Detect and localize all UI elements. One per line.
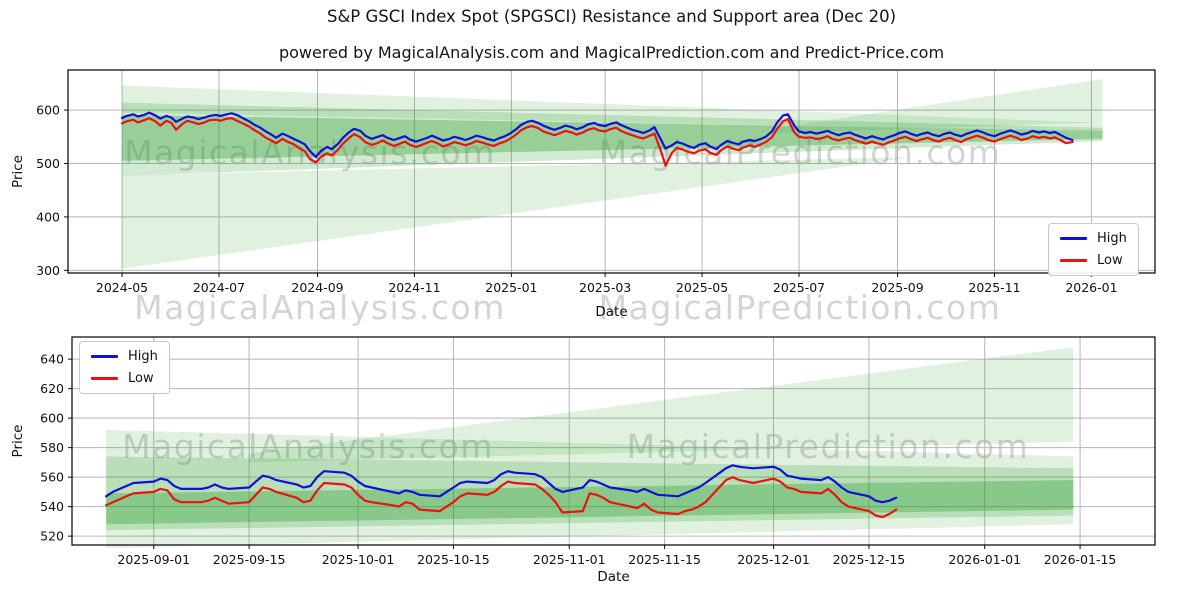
- x-tick-label: 2025-01: [485, 280, 537, 295]
- x-tick-label: 2025-11: [968, 280, 1020, 295]
- low-line-swatch: [91, 377, 118, 380]
- legend-item-low: Low: [1060, 254, 1127, 267]
- support-resistance-band: [122, 85, 1103, 132]
- plot-border: [67, 69, 1156, 274]
- x-tick-label: 2024-09: [291, 280, 343, 295]
- y-tick-label: 580: [40, 440, 64, 455]
- low-line-swatch: [1060, 259, 1087, 262]
- watermark-text: MagicalAnalysis.com: [134, 288, 506, 327]
- y-tick-label: 620: [40, 381, 64, 396]
- y-tick-label: 640: [40, 352, 64, 367]
- series-high-line: [104, 464, 898, 504]
- legend-overview: High Low: [1048, 223, 1139, 276]
- y-tick-label: 400: [36, 209, 60, 224]
- legend-item-high: High: [91, 350, 158, 363]
- x-tick-label: 2024-07: [193, 280, 245, 295]
- x-tick-label: 2025-09-01: [117, 552, 190, 567]
- chart-title: S&P GSCI Index Spot (SPGSCI) Resistance …: [326, 7, 897, 26]
- support-resistance-band: [106, 429, 1074, 548]
- plot-border: [71, 336, 1156, 546]
- y-tick-label: 540: [40, 499, 64, 514]
- legend-label-high: High: [128, 349, 158, 364]
- x-tick-label: 2025-10-15: [417, 552, 490, 567]
- series-low-line: [120, 116, 1074, 167]
- watermark-text: MagicalPrediction.com: [626, 427, 1030, 466]
- legend-detail: High Low: [79, 341, 170, 394]
- y-axis-label: Price: [10, 155, 26, 188]
- x-axis-label: Date: [595, 304, 627, 320]
- legend-item-high: High: [1060, 232, 1127, 245]
- support-resistance-band: [773, 79, 1103, 133]
- chart-subtitle: powered by MagicalAnalysis.com and Magic…: [278, 43, 945, 62]
- y-tick-label: 600: [40, 411, 64, 426]
- x-tick-label: 2025-12-01: [737, 552, 810, 567]
- watermark-text: MagicalPrediction.com: [598, 288, 1002, 327]
- x-tick-label: 2025-09-15: [213, 552, 286, 567]
- x-tick-label: 2025-10-01: [322, 552, 395, 567]
- y-axis-label: Price: [10, 425, 26, 458]
- x-tick-label: 2026-01-01: [948, 552, 1021, 567]
- y-tick-label: 520: [40, 529, 64, 544]
- x-tick-label: 2026-01: [1065, 280, 1117, 295]
- watermark-text: MagicalAnalysis.com: [124, 133, 496, 172]
- x-tick-label: 2025-12-15: [833, 552, 906, 567]
- x-tick-label: 2024-11: [388, 280, 440, 295]
- support-resistance-band: [249, 347, 1074, 463]
- y-tick-label: 300: [36, 263, 60, 278]
- x-tick-label: 2026-01-15: [1044, 552, 1117, 567]
- support-resistance-band: [122, 157, 912, 269]
- legend-label-low: Low: [1097, 253, 1123, 268]
- series-high-line: [120, 111, 1074, 159]
- y-tick-label: 500: [36, 156, 60, 171]
- y-tick-label: 560: [40, 470, 64, 485]
- high-line-swatch: [1060, 237, 1087, 240]
- legend-item-low: Low: [91, 372, 158, 385]
- x-tick-label: 2025-11-15: [628, 552, 701, 567]
- x-tick-label: 2024-05: [96, 280, 148, 295]
- series-low-line: [104, 476, 898, 519]
- x-tick-label: 2025-11-01: [533, 552, 606, 567]
- high-line-swatch: [91, 355, 118, 358]
- legend-label-high: High: [1097, 231, 1127, 246]
- support-resistance-band: [122, 114, 1103, 161]
- x-tick-label: 2025-05: [676, 280, 728, 295]
- y-tick-label: 600: [36, 103, 60, 118]
- support-resistance-band: [122, 102, 1103, 176]
- watermark-text: MagicalAnalysis.com: [122, 427, 494, 466]
- x-tick-label: 2025-09: [871, 280, 923, 295]
- legend-label-low: Low: [128, 371, 154, 386]
- x-tick-label: 2025-07: [773, 280, 825, 295]
- x-tick-label: 2025-03: [579, 280, 631, 295]
- x-axis-label: Date: [597, 569, 629, 585]
